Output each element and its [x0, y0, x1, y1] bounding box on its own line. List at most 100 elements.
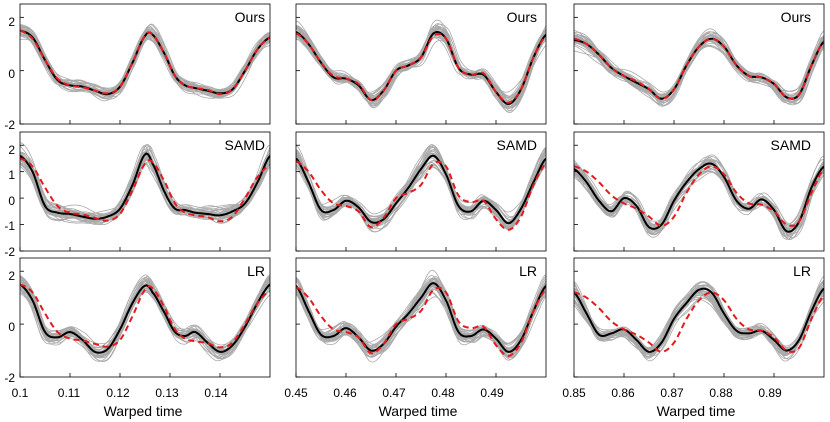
method-label-lr-col1: LR	[247, 263, 265, 279]
sample-curve	[296, 25, 546, 108]
panel-lr-col2	[295, 257, 547, 378]
panel-frame	[295, 3, 547, 125]
sample-curve	[574, 294, 824, 355]
sample-curve	[574, 168, 824, 226]
panel-samd-col2	[295, 131, 547, 252]
sample-curve	[296, 26, 546, 107]
method-label-ours-col2: Ours	[507, 9, 537, 25]
sample-curve	[574, 167, 824, 236]
y-tick-label-r3-0: -2	[4, 371, 15, 385]
truth-curve	[296, 160, 546, 231]
method-label-lr-col2: LR	[519, 263, 537, 279]
x-tick-label-c2-2: 0.47	[382, 386, 406, 400]
truth-curve	[574, 37, 824, 100]
sample-curve	[296, 19, 546, 109]
estimate-curve	[296, 154, 546, 225]
sample-curve	[574, 285, 824, 355]
truth-curve	[574, 165, 824, 227]
sample-curve	[296, 39, 546, 105]
sample-curve	[574, 285, 824, 353]
panel-frame	[295, 131, 547, 252]
y-tick-label-r2-3: 1	[8, 168, 15, 182]
sample-curve	[574, 283, 824, 355]
panel-frame	[295, 257, 547, 378]
sample-curve	[296, 34, 546, 99]
y-tick-label-r2-2: 0	[8, 194, 15, 208]
method-label-ours-col1: Ours	[235, 9, 265, 25]
panel-ours-col3	[573, 3, 825, 125]
sample-curve	[574, 168, 824, 232]
y-tick-label-r2-0: -2	[4, 245, 15, 259]
sample-curve	[574, 292, 824, 355]
estimate-curve	[574, 287, 824, 353]
sample-curve	[296, 150, 546, 229]
truth-curve	[574, 291, 824, 353]
x-tick-label-c2-4: 0.49	[480, 386, 504, 400]
x-tick-label-c3-0: 0.85	[562, 386, 586, 400]
x-axis-title-col3: Warped time	[657, 403, 736, 419]
truth-curve	[20, 283, 270, 349]
estimate-curve	[296, 30, 546, 106]
sample-curve	[20, 156, 270, 216]
x-tick-label-c3-4: 0.89	[758, 386, 782, 400]
x-tick-label-c1-0: 0.1	[12, 386, 29, 400]
sample-curve	[296, 157, 546, 217]
sample-curve	[296, 285, 546, 361]
sample-curve	[296, 30, 546, 99]
method-label-samd-col3: SAMD	[771, 137, 811, 153]
method-label-lr-col3: LR	[793, 263, 811, 279]
sample-curve	[296, 33, 546, 95]
sample-curve	[296, 31, 546, 102]
y-tick-label-r2-4: 2	[8, 143, 15, 157]
y-tick-label-r1-1: 0	[8, 67, 15, 81]
x-tick-label-c1-2: 0.12	[106, 386, 130, 400]
x-tick-label-c2-3: 0.48	[431, 386, 455, 400]
panel-frame	[573, 3, 825, 125]
sample-curve	[574, 291, 824, 355]
estimate-curve	[574, 162, 824, 233]
method-label-ours-col3: Ours	[781, 9, 811, 25]
chart-panels	[19, 3, 825, 378]
y-tick-label-r3-1: 0	[8, 320, 15, 334]
sample-curve	[20, 279, 270, 362]
sample-curve	[574, 297, 824, 354]
x-tick-label-c1-1: 0.11	[58, 386, 81, 400]
panel-samd-col1	[19, 131, 271, 252]
sample-curve	[574, 294, 824, 354]
chart-labels: Ours Ours Ours SAMD SAMD SAMD LR LR LR 0…	[4, 9, 811, 419]
sample-curve	[296, 35, 546, 103]
y-tick-label-r1-0: -2	[4, 118, 15, 132]
sample-curve	[574, 35, 824, 98]
x-tick-label-c2-1: 0.46	[333, 386, 357, 400]
sample-curve	[296, 25, 546, 108]
sample-curve	[574, 294, 824, 355]
sample-curve	[296, 275, 546, 355]
truth-curve	[20, 157, 270, 223]
sample-curve	[296, 33, 546, 102]
truth-curve	[296, 286, 546, 357]
x-tick-label-c1-4: 0.14	[204, 386, 228, 400]
sample-curve	[296, 36, 546, 97]
estimate-curve	[20, 283, 270, 354]
sample-curve	[574, 39, 824, 102]
panel-ours-col2	[295, 3, 547, 125]
sample-curve	[296, 278, 546, 349]
sample-curve	[296, 30, 546, 105]
sample-curve	[296, 34, 546, 99]
sample-curve	[574, 296, 824, 353]
sample-curve	[20, 278, 270, 362]
panel-ours-col1	[19, 3, 271, 125]
x-tick-label-c3-1: 0.86	[611, 386, 635, 400]
panel-samd-col3	[573, 131, 825, 252]
sample-curve	[296, 36, 546, 98]
panel-frame	[573, 257, 825, 378]
panel-lr-col3	[573, 257, 825, 378]
x-axis-title-col2: Warped time	[379, 403, 458, 419]
sample-curve	[296, 20, 546, 108]
x-tick-label-c3-2: 0.87	[660, 386, 684, 400]
truth-curve	[20, 29, 270, 96]
panel-frame	[573, 131, 825, 252]
panel-lr-col1	[19, 257, 271, 378]
y-tick-label-r2-1: -1	[4, 219, 15, 233]
